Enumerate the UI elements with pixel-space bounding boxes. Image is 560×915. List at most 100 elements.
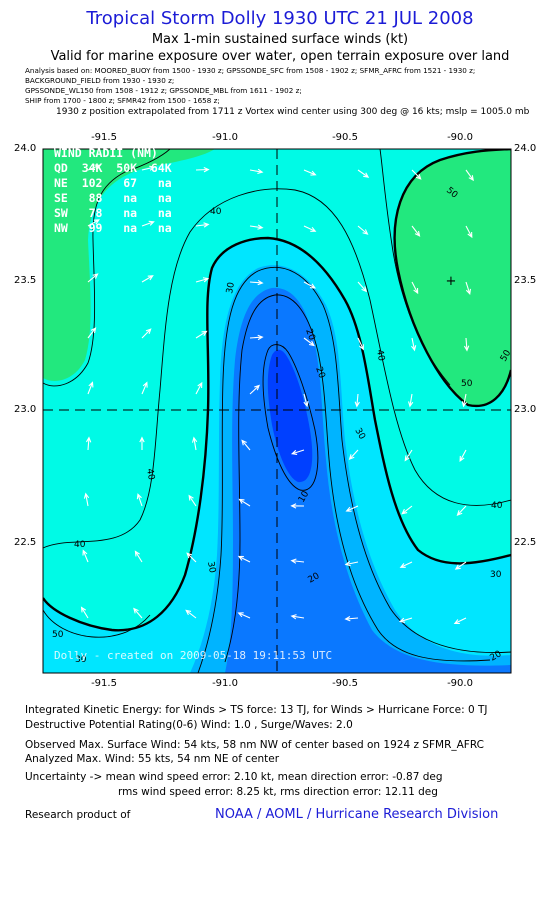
wind-arrow bbox=[401, 505, 413, 515]
wind-arrow bbox=[87, 219, 100, 227]
analysis-line: Analysis based on: MOORED_BUOY from 1500… bbox=[25, 66, 476, 75]
wind-arrow bbox=[411, 281, 419, 295]
wind-band-50-plus bbox=[43, 149, 215, 381]
wind-arrow bbox=[249, 279, 264, 286]
wind-arrow bbox=[238, 498, 251, 507]
x-tick-top: -91.5 bbox=[91, 132, 117, 143]
wind-arrow bbox=[141, 165, 156, 171]
analysis-line: SHIP from 1700 - 1800 z; SFMR42 from 150… bbox=[25, 96, 220, 105]
contour-label: 50 bbox=[52, 630, 64, 640]
wind-arrow bbox=[290, 614, 305, 620]
wind-arrow bbox=[290, 449, 305, 456]
contour-label: 30 bbox=[490, 570, 502, 580]
contour-label: 40 bbox=[491, 501, 503, 511]
wind-arrow bbox=[459, 449, 467, 463]
wind-arrow bbox=[186, 552, 197, 563]
wind-arrow bbox=[83, 492, 90, 507]
wind-arrow bbox=[411, 169, 422, 180]
wind-arrow bbox=[85, 436, 92, 451]
wind-arrow bbox=[195, 222, 210, 228]
wind-radii-row-sw: SW 78 na na bbox=[54, 206, 172, 220]
wind-arrow bbox=[408, 393, 414, 408]
validity-note: Valid for marine exposure over water, op… bbox=[50, 49, 510, 64]
wind-arrow bbox=[87, 381, 94, 395]
wind-arrow bbox=[357, 337, 364, 351]
ike-line: Integrated Kinetic Energy: for Winds > T… bbox=[25, 704, 488, 716]
wind-arrow bbox=[357, 225, 369, 235]
y-tick-left: 23.0 bbox=[14, 404, 37, 415]
wind-arrow bbox=[290, 503, 305, 509]
y-tick-left: 24.0 bbox=[14, 143, 37, 154]
destructive-rating: Destructive Potential Rating(0-6) Wind: … bbox=[25, 719, 353, 731]
wind-arrow bbox=[141, 275, 154, 283]
wind-arrow bbox=[344, 561, 359, 567]
wind-arrow bbox=[249, 334, 264, 341]
y-tick-right: 23.5 bbox=[514, 275, 537, 286]
contour-label: 30 bbox=[205, 561, 217, 574]
wind-arrow bbox=[195, 381, 203, 395]
observed-max-wind: Observed Max. Surface Wind: 54 kts, 58 n… bbox=[25, 739, 484, 751]
wind-arrow bbox=[456, 505, 467, 516]
x-tick-top: -91.0 bbox=[212, 132, 238, 143]
wind-arrow bbox=[237, 612, 251, 619]
wind-arrow bbox=[399, 561, 413, 568]
map-frame bbox=[42, 148, 512, 674]
map-credit: Dolly - created on 2009-05-18 19:11:53 U… bbox=[54, 649, 333, 662]
wind-arrow bbox=[249, 384, 261, 395]
x-tick-top: -90.0 bbox=[447, 132, 473, 143]
contour-label: 50 bbox=[461, 379, 473, 389]
chart-subtitle: Max 1-min sustained surface winds (kt) bbox=[151, 32, 409, 47]
wind-arrow bbox=[87, 164, 101, 171]
wind-arrow bbox=[303, 337, 315, 347]
wind-arrow bbox=[141, 381, 148, 395]
analysis-line: BACKGROUND_FIELD from 1930 - 1930 z; bbox=[25, 76, 175, 85]
wind-radii-header: WIND RADII (NM) bbox=[54, 146, 158, 160]
y-tick-right: 24.0 bbox=[514, 143, 537, 154]
contour-label: 30 bbox=[225, 281, 237, 294]
wind-radii-row-se: SE 88 na na bbox=[54, 191, 172, 205]
y-tick-right: 23.0 bbox=[514, 404, 537, 415]
x-tick-bottom: -90.0 bbox=[447, 678, 473, 689]
wind-arrow bbox=[139, 436, 145, 451]
wind-band-50-plus bbox=[394, 149, 511, 406]
wind-arrow bbox=[136, 493, 143, 507]
contour-label: 50 bbox=[499, 348, 514, 363]
wind-arrow bbox=[141, 220, 155, 227]
wind-arrow bbox=[191, 436, 198, 451]
wind-arrow bbox=[398, 617, 413, 623]
wind-arrow bbox=[354, 393, 360, 408]
noaa-link[interactable]: NOAA / AOML / Hurricane Research Divisio… bbox=[215, 807, 499, 822]
wind-arrow bbox=[195, 167, 210, 173]
wind-arrow bbox=[87, 327, 97, 339]
wind-band-0-10 bbox=[267, 349, 313, 483]
y-tick-left: 22.5 bbox=[14, 537, 37, 548]
y-tick-right: 22.5 bbox=[514, 537, 537, 548]
wind-arrow bbox=[188, 494, 197, 507]
x-tick-bottom: -91.0 bbox=[212, 678, 238, 689]
wind-radii-columns: QD 34K 50K 64K bbox=[54, 161, 172, 175]
wind-arrow bbox=[303, 281, 317, 289]
wind-arrow bbox=[303, 225, 317, 232]
max-wind-marker: + bbox=[446, 274, 457, 289]
contour-label: 20 bbox=[303, 328, 316, 342]
wind-arrow bbox=[453, 617, 467, 624]
wind-arrow bbox=[82, 549, 89, 563]
x-tick-bottom: -90.5 bbox=[332, 678, 358, 689]
wind-arrow bbox=[461, 393, 467, 408]
wind-arrow bbox=[133, 607, 143, 619]
wind-arrow bbox=[290, 558, 305, 564]
wind-arrow bbox=[185, 609, 197, 619]
uncertainty-rms: rms wind speed error: 8.25 kt, rms direc… bbox=[118, 786, 438, 798]
wind-arrow bbox=[411, 225, 421, 237]
wind-radii-row-nw: NW 99 na na bbox=[54, 221, 172, 235]
wind-radii-table: WIND RADII (NM) QD 34K 50K 64K NE 102 67… bbox=[54, 146, 172, 236]
wind-arrow bbox=[357, 281, 368, 293]
wind-arrow bbox=[344, 616, 359, 622]
contour-label: 40 bbox=[374, 349, 386, 362]
wind-arrow bbox=[134, 550, 143, 563]
wind-arrow bbox=[195, 330, 208, 339]
research-product: Research product of bbox=[25, 809, 131, 821]
x-tick-top: -90.5 bbox=[332, 132, 358, 143]
wind-radii-row-ne: NE 102 67 na bbox=[54, 176, 172, 190]
